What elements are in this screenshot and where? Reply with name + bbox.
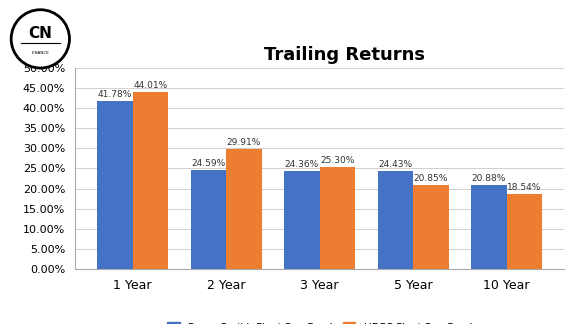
Title: Trailing Returns: Trailing Returns xyxy=(264,46,425,64)
Bar xyxy=(284,171,320,269)
Bar xyxy=(471,185,507,269)
Text: CN: CN xyxy=(28,26,52,41)
Bar xyxy=(413,185,449,269)
Bar xyxy=(191,170,226,269)
Text: 24.36%: 24.36% xyxy=(285,160,319,169)
Text: FINANCE: FINANCE xyxy=(31,51,50,55)
Text: 25.30%: 25.30% xyxy=(320,156,355,165)
Bar xyxy=(97,101,132,269)
Text: 44.01%: 44.01% xyxy=(133,81,168,90)
Text: 20.85%: 20.85% xyxy=(414,174,448,183)
Text: 29.91%: 29.91% xyxy=(227,138,261,147)
Legend: Parag Parikh Flexi Cap Fund, HDFC Flexi Cap Fund: Parag Parikh Flexi Cap Fund, HDFC Flexi … xyxy=(163,318,476,324)
Text: 24.59%: 24.59% xyxy=(191,159,226,168)
Text: 24.43%: 24.43% xyxy=(378,160,412,169)
Text: 20.88%: 20.88% xyxy=(472,174,506,183)
Text: 18.54%: 18.54% xyxy=(507,183,541,192)
Bar xyxy=(378,171,413,269)
Bar xyxy=(132,92,168,269)
Text: 41.78%: 41.78% xyxy=(98,90,132,99)
Bar xyxy=(226,149,262,269)
Bar xyxy=(507,194,542,269)
Bar xyxy=(320,167,355,269)
Circle shape xyxy=(11,10,70,68)
